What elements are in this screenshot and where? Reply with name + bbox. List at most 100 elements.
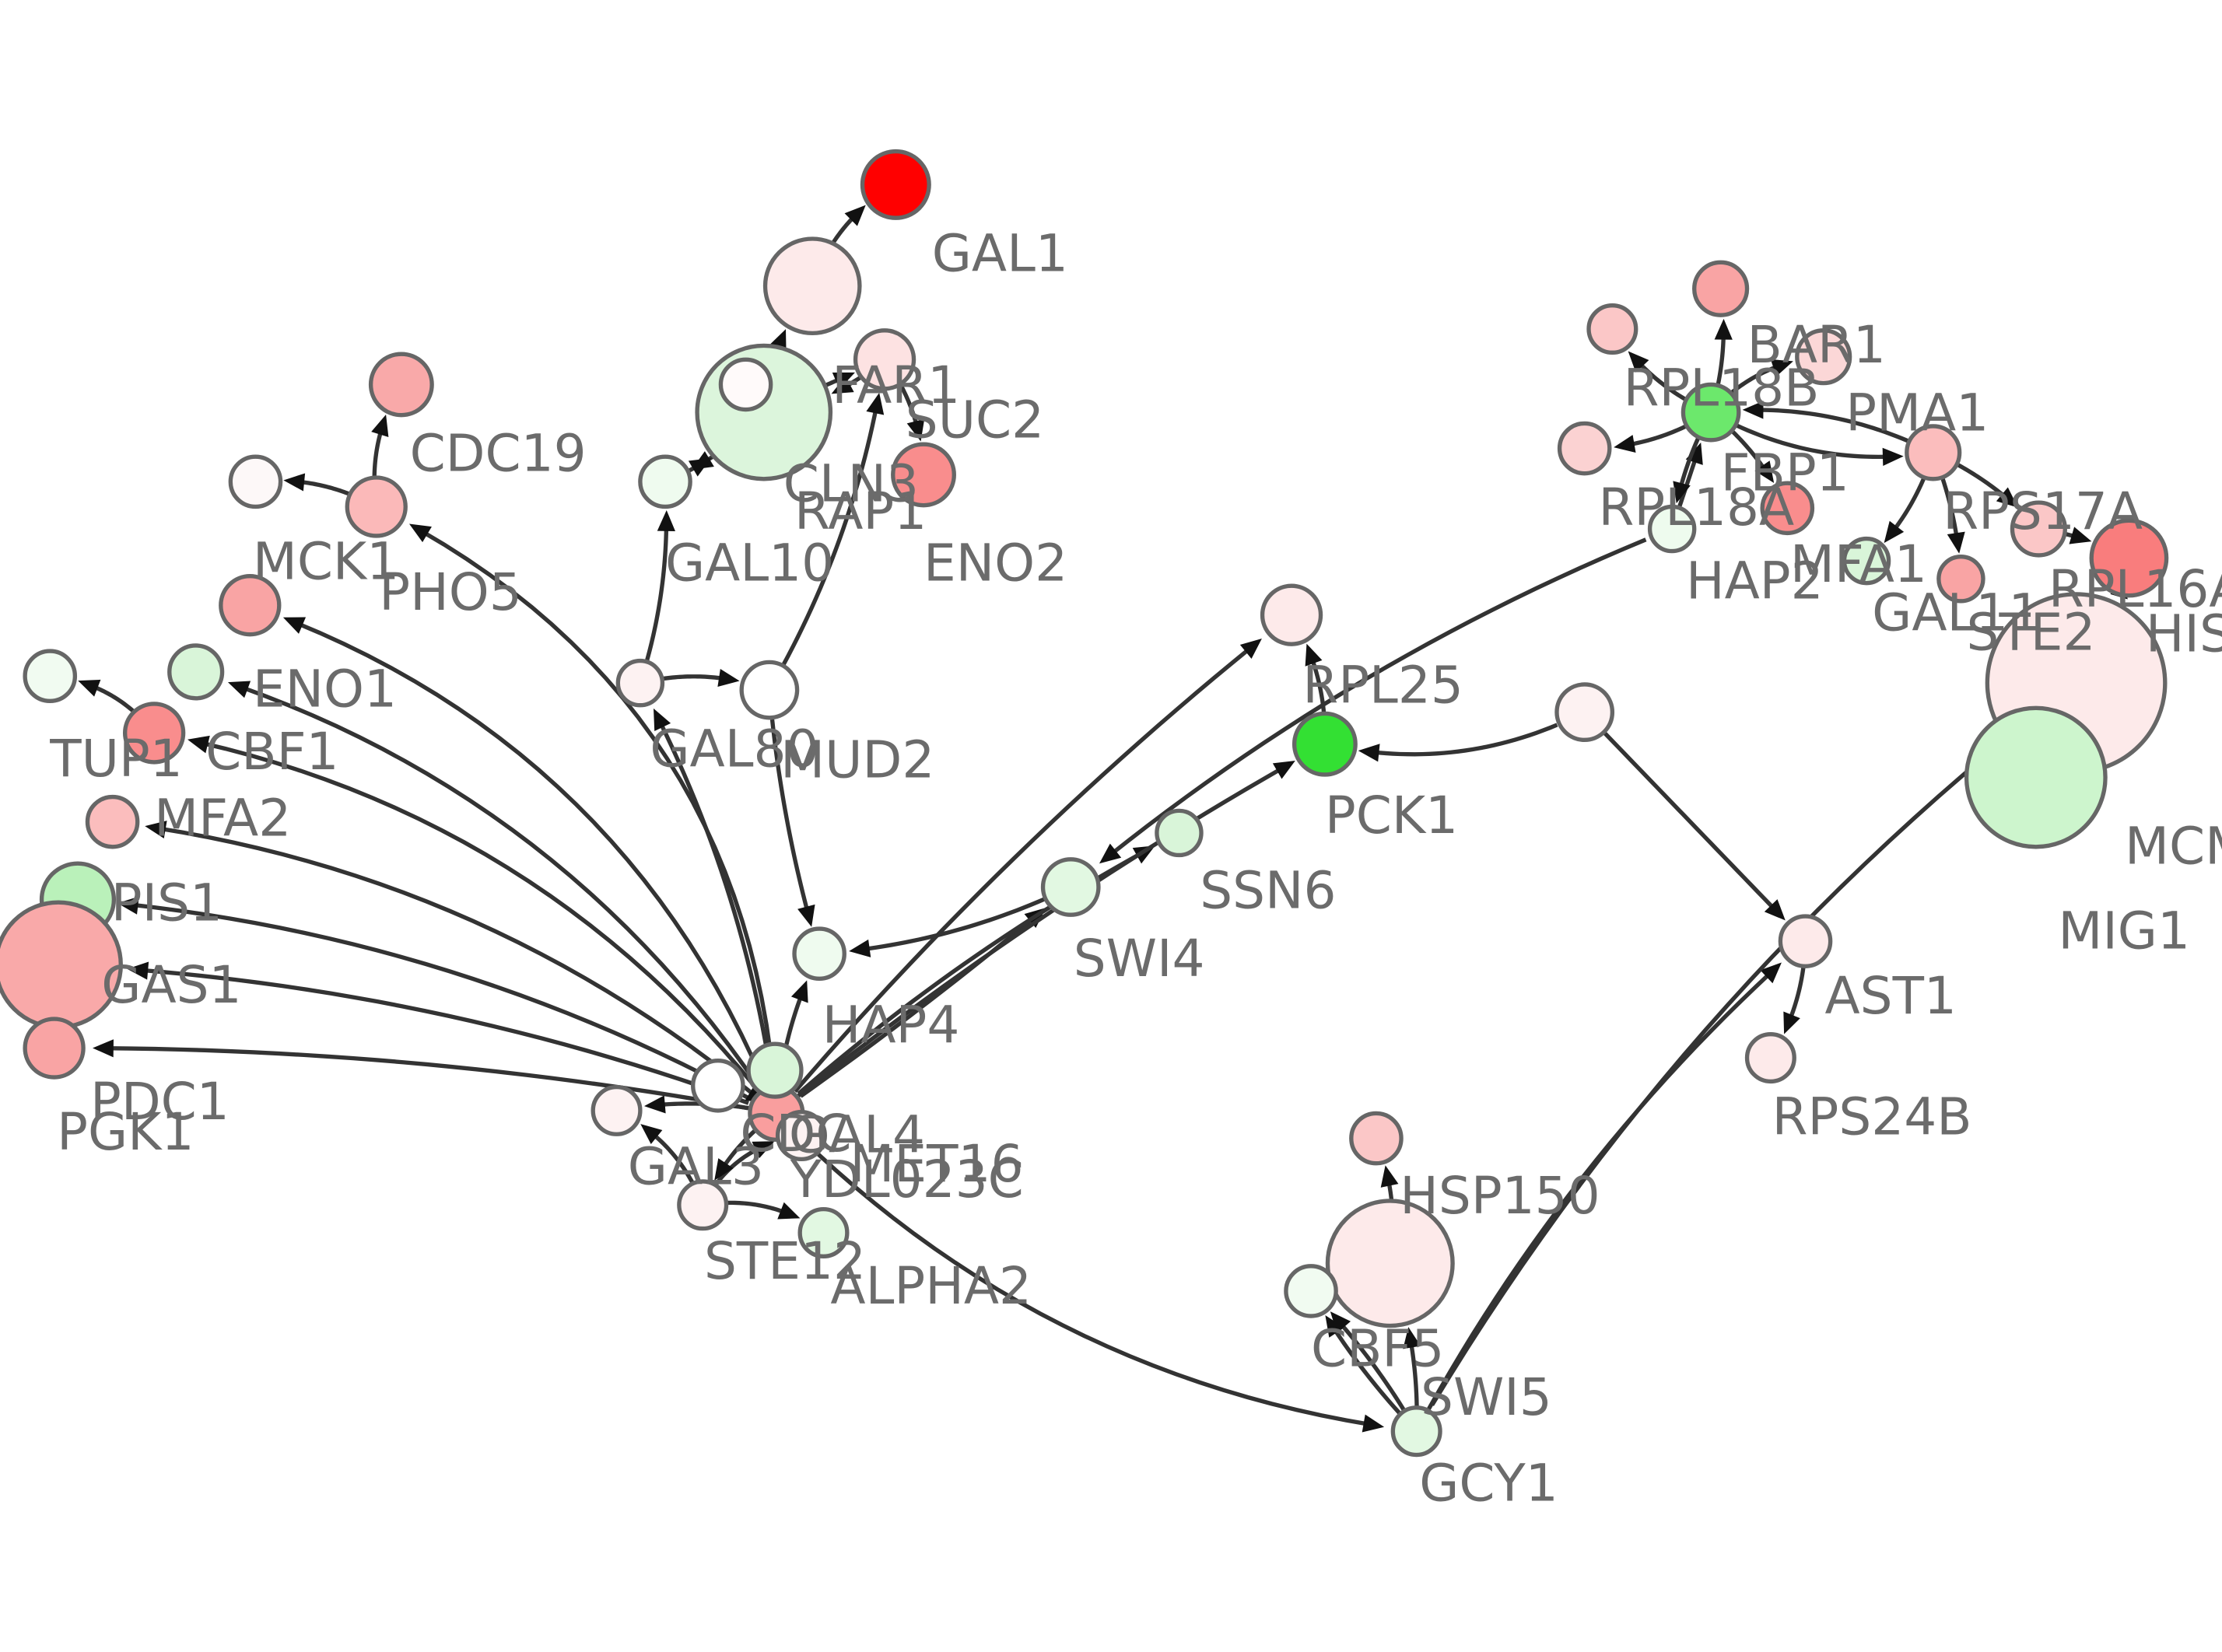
arrowhead-suc2 <box>866 392 885 415</box>
node-fbp1[interactable] <box>1681 382 1741 443</box>
node-gcy1[interactable] <box>1390 1405 1442 1458</box>
node-gal1[interactable] <box>860 149 931 220</box>
node-pma1[interactable] <box>1795 328 1852 386</box>
edge-fbp1-to-rps17a <box>1735 423 1891 460</box>
node-pck1[interactable] <box>1291 711 1358 777</box>
node-hap4[interactable] <box>792 926 846 982</box>
node-hsp150[interactable] <box>1349 1111 1404 1166</box>
node-eno2[interactable] <box>891 442 956 508</box>
node-label-rps17a: RPS17A <box>1943 481 2143 541</box>
arrowhead-rpl25 <box>1305 643 1323 667</box>
node-ssn6[interactable] <box>1155 808 1204 858</box>
node-label-bar1: BAR1 <box>1747 315 1886 375</box>
node-label-eno1: ENO1 <box>253 660 397 719</box>
node-mud2[interactable] <box>739 660 800 720</box>
node-ste12[interactable] <box>677 1179 729 1231</box>
edge-gcy1-to-cbf5 <box>1337 1319 1406 1412</box>
node-mfa1[interactable] <box>1760 481 1815 536</box>
node-label-swi4: SWI4 <box>1074 929 1205 989</box>
node-rps24b[interactable] <box>1744 1032 1796 1084</box>
node-label-tup1: TUP1 <box>49 729 183 789</box>
edge-mud2-to-suc2 <box>781 404 879 667</box>
node-rpl18a[interactable] <box>1557 421 1612 476</box>
node-mck1[interactable] <box>228 454 283 509</box>
node-label-ssn6: SSN6 <box>1200 861 1336 921</box>
node-label-eno2: ENO2 <box>923 533 1067 593</box>
node-label-gal10: GAL10 <box>665 533 834 593</box>
edge-hap2-to-swi4 <box>1107 537 1647 858</box>
node-hap2[interactable] <box>1647 504 1697 554</box>
node-label-fbp1: FBP1 <box>1721 443 1849 502</box>
edge-ste12-to-alpha2 <box>727 1200 790 1216</box>
node-cbf5[interactable] <box>1284 1264 1338 1318</box>
node-mig1[interactable] <box>1964 705 2108 849</box>
arrowhead-bar1 <box>1714 318 1733 340</box>
node-unlabeled1[interactable] <box>1554 682 1615 743</box>
node-rps17a[interactable] <box>1905 424 1962 481</box>
node-mfa2[interactable] <box>122 702 186 765</box>
node-pho5[interactable] <box>345 475 408 538</box>
node-label-hap2: HAP2 <box>1686 551 1824 611</box>
node-gal10[interactable] <box>638 454 692 509</box>
edge-rps17a-to-fbp1 <box>1754 408 1909 443</box>
node-pgk1[interactable] <box>23 1017 86 1080</box>
node-cdc19[interactable] <box>368 352 434 418</box>
node-label-rap1: RAP1 <box>794 481 927 541</box>
node-far1[interactable] <box>762 236 862 336</box>
node-cbf1[interactable] <box>167 643 225 701</box>
edge-ste12-to-ydl023c <box>714 1144 765 1186</box>
node-alpha2[interactable] <box>797 1206 850 1258</box>
arrowhead-pma1 <box>1770 359 1793 376</box>
node-ste2[interactable] <box>1936 555 1985 604</box>
edge-pho5-to-mck1 <box>296 479 351 496</box>
edge-gal80-to-mud2 <box>662 674 728 681</box>
node-ast1[interactable] <box>1778 914 1833 968</box>
node-swi4[interactable] <box>1040 857 1101 917</box>
arrowhead-gal3 <box>643 1095 666 1114</box>
edge-gal4-to-pdc1 <box>139 968 749 1105</box>
node-his4[interactable] <box>2089 518 2169 598</box>
node-rpl18b[interactable] <box>1586 303 1638 355</box>
edge-gal4-to-pck1 <box>795 765 1286 1099</box>
arrowhead-swi5 <box>1403 1327 1421 1349</box>
node-label-cdc: CDC <box>740 1104 851 1164</box>
node-suc2[interactable] <box>853 328 916 391</box>
arrowhead-tup1 <box>78 679 101 697</box>
edge-fbp1-to-hap2 <box>1677 436 1701 492</box>
node-hub_green[interactable] <box>746 1041 804 1099</box>
arrowhead-cbf1 <box>227 681 251 698</box>
arrowhead-swi4 <box>1099 843 1122 864</box>
node-label-pma1: PMA1 <box>1845 383 1989 443</box>
arrowhead-his4 <box>2069 527 2092 544</box>
node-cdc[interactable] <box>691 1058 745 1113</box>
arrowhead-pck1 <box>1358 744 1380 762</box>
node-label-ste2: STE2 <box>1967 603 2096 663</box>
node-rpl25[interactable] <box>1260 583 1323 646</box>
edge-fbp1-to-bar1 <box>1716 331 1726 385</box>
node-pis1[interactable] <box>85 794 140 849</box>
arrowhead-cbf5 <box>1330 1311 1351 1334</box>
edge-fbp1-to-mfa1 <box>1730 429 1769 474</box>
arrowhead-ste12 <box>714 1158 734 1181</box>
node-label-pis1: PIS1 <box>111 873 223 933</box>
node-tup1[interactable] <box>23 649 78 704</box>
node-ydl023c[interactable] <box>775 1110 827 1162</box>
node-swi5[interactable] <box>1325 1199 1455 1328</box>
node-gal80[interactable] <box>615 658 665 708</box>
node-rap1[interactable] <box>718 357 773 412</box>
arrowhead-cdc19 <box>371 414 389 437</box>
edge-gal4-to-gcy1 <box>796 1132 1372 1427</box>
edge-ste12-to-gal3 <box>649 1130 695 1185</box>
node-gal11[interactable] <box>1842 536 1891 586</box>
node-eno1[interactable] <box>219 574 282 637</box>
arrowhead-eno1 <box>282 617 307 634</box>
node-rpl16a[interactable] <box>2010 500 2067 558</box>
node-label-ast1: AST1 <box>1824 966 1956 1026</box>
node-gal3[interactable] <box>591 1084 643 1136</box>
node-bar1[interactable] <box>1692 260 1750 317</box>
arrowhead-eno2 <box>906 418 925 442</box>
edge-rps17a-to-rpl16a <box>1955 462 2010 502</box>
arrowhead-ste2 <box>1947 531 1965 554</box>
node-label-far1: FAR1 <box>832 355 960 415</box>
